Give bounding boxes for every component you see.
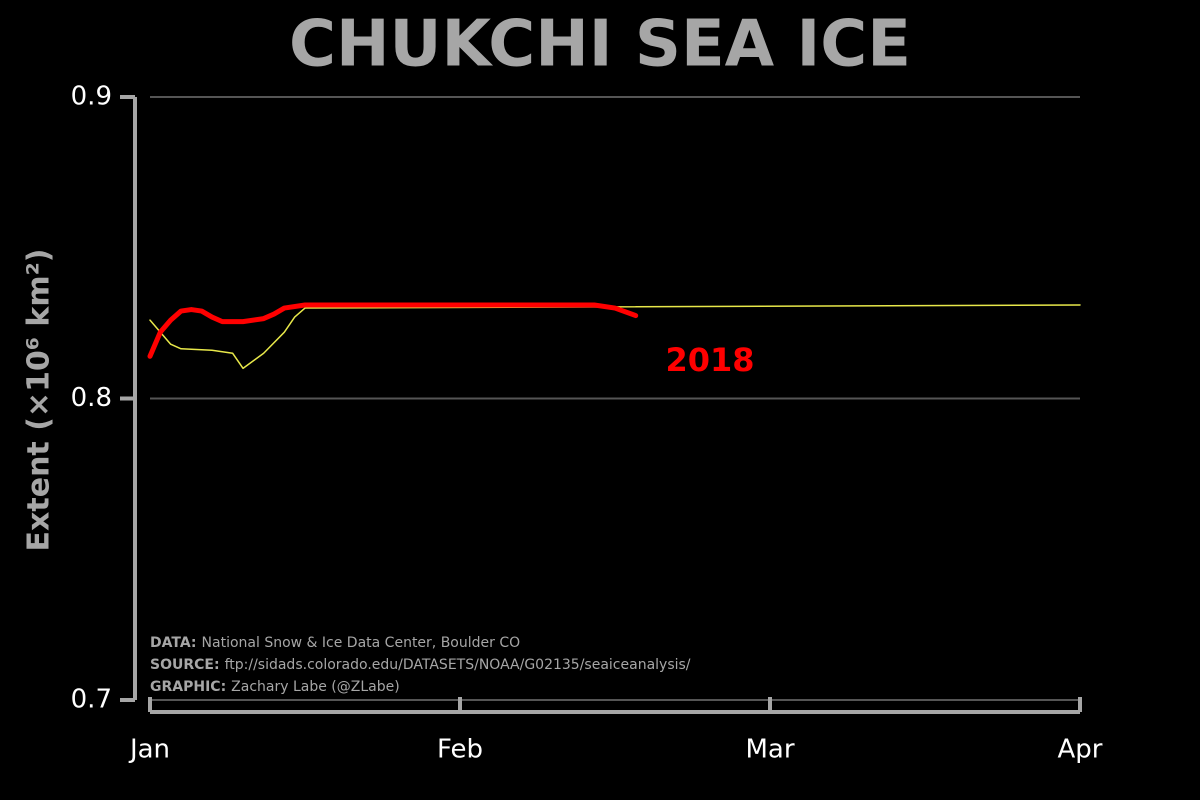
y-tick-label: 0.9 (71, 82, 112, 112)
x-tick-label: Feb (437, 735, 483, 765)
note-text: National Snow & Ice Data Center, Boulder… (202, 635, 521, 651)
y-tick-label: 0.8 (71, 383, 112, 413)
x-tick-label: Apr (1058, 735, 1103, 765)
note-label: GRAPHIC: (150, 679, 226, 695)
x-tick-label: Jan (128, 735, 170, 765)
series-line (149, 304, 1081, 370)
note-label: SOURCE: (150, 657, 220, 673)
note-text: Zachary Labe (@ZLabe) (231, 679, 400, 695)
note-text: ftp://sidads.colorado.edu/DATASETS/NOAA/… (225, 657, 691, 673)
source-note: SOURCE: ftp://sidads.colorado.edu/DATASET… (150, 657, 691, 673)
x-tick-label: Mar (745, 735, 794, 765)
source-note: DATA: National Snow & Ice Data Center, Bo… (150, 635, 520, 651)
y-tick-label: 0.7 (71, 685, 112, 715)
series-line (147, 302, 639, 359)
y-axis-label: Extent (×10⁶ km²) (22, 249, 57, 552)
annotation: 2018 (665, 341, 754, 379)
source-note: GRAPHIC: Zachary Labe (@ZLabe) (150, 679, 400, 695)
note-label: DATA: (150, 635, 197, 651)
chart-title: CHUKCHI SEA ICE (289, 8, 911, 82)
